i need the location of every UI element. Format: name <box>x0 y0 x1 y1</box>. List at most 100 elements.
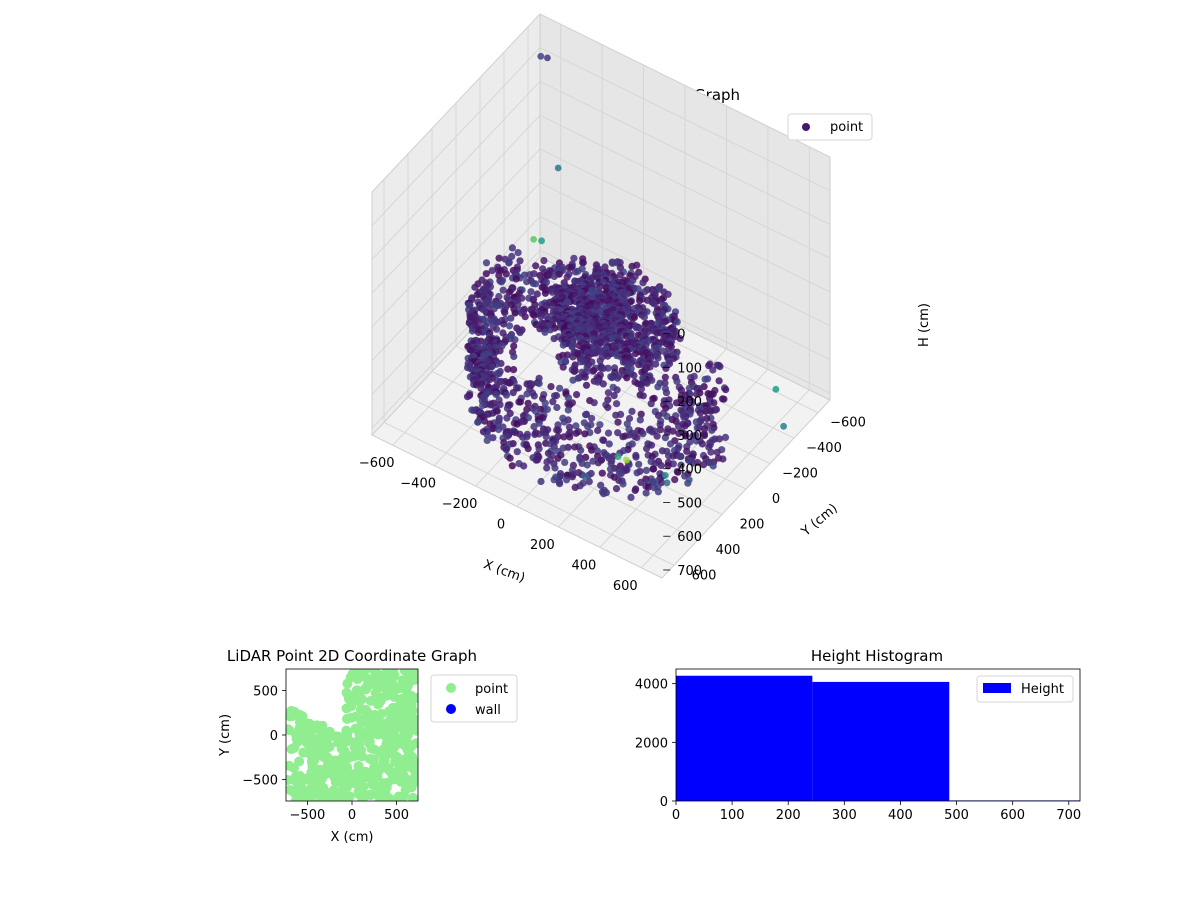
point-marker <box>510 342 518 350</box>
point-marker <box>657 461 665 470</box>
point-marker <box>693 424 701 432</box>
cloud-point <box>407 792 418 801</box>
point-marker <box>594 426 602 435</box>
point-marker <box>656 426 665 434</box>
point-marker <box>499 286 507 294</box>
point-marker <box>463 393 472 401</box>
point-marker <box>692 437 700 445</box>
x-tick-label: 200 <box>530 538 555 553</box>
point-marker <box>600 490 608 498</box>
point-marker <box>527 288 535 296</box>
point-marker <box>623 420 631 428</box>
point-marker <box>554 454 562 462</box>
point-marker <box>524 445 532 453</box>
x-tick-label: 600 <box>1000 808 1025 823</box>
cloud-point <box>402 719 413 730</box>
point-marker <box>605 440 613 448</box>
cloud-point <box>367 778 378 789</box>
y-tick-label: 0 <box>660 795 668 810</box>
point-marker <box>549 398 557 406</box>
histogram-bar <box>676 675 813 801</box>
point-marker <box>703 414 711 423</box>
point-marker <box>654 488 663 496</box>
chart-2d-ylabel: Y (cm) <box>218 714 233 757</box>
point-marker <box>568 343 576 351</box>
point-marker <box>600 436 608 444</box>
x-tick-label: 200 <box>776 808 801 823</box>
point-marker <box>564 394 573 402</box>
point-marker <box>559 444 567 452</box>
point-marker <box>541 289 550 297</box>
cloud-point <box>356 745 366 756</box>
point-marker <box>613 374 622 382</box>
point-marker <box>673 399 681 407</box>
cloud-point <box>298 747 309 758</box>
legend-point-marker <box>446 683 456 693</box>
point-marker <box>604 429 613 437</box>
point-marker <box>662 364 670 372</box>
point-marker <box>581 430 589 438</box>
grid-line-h <box>371 80 831 260</box>
cloud-point <box>379 723 390 734</box>
point-marker <box>572 422 580 430</box>
point-marker <box>570 254 578 262</box>
point-marker <box>551 464 559 472</box>
point-marker <box>516 257 524 265</box>
point-marker <box>581 373 589 381</box>
point-marker <box>537 313 545 321</box>
point-marker <box>530 311 538 319</box>
x-tick-label: 0 <box>348 808 356 823</box>
point-marker <box>709 462 717 470</box>
point-marker <box>654 411 663 420</box>
grid-line-x <box>640 146 810 569</box>
histogram-title: Height Histogram <box>811 647 943 665</box>
point-marker <box>708 426 716 434</box>
point-marker <box>577 358 585 366</box>
point-marker <box>579 259 587 267</box>
cloud-point <box>381 690 392 701</box>
point-marker <box>582 453 590 461</box>
outlier-point <box>614 453 622 461</box>
point-marker <box>550 272 558 281</box>
point-marker <box>582 411 590 419</box>
point-marker <box>533 290 541 298</box>
cloud-point <box>327 730 338 741</box>
cloud-point <box>410 776 418 787</box>
point-marker <box>612 411 620 419</box>
point-marker <box>596 421 604 429</box>
point-marker <box>669 427 677 435</box>
point-marker <box>664 462 672 470</box>
point-marker <box>543 458 551 466</box>
point-marker <box>506 379 514 387</box>
point-marker <box>596 357 604 365</box>
point-marker <box>677 461 685 469</box>
point-marker <box>502 391 511 399</box>
point-marker <box>571 443 579 451</box>
point-marker <box>639 430 647 438</box>
point-marker <box>505 322 514 330</box>
cloud-point <box>395 738 406 749</box>
point-marker <box>570 367 578 375</box>
point-marker <box>669 452 677 460</box>
outlier-point <box>663 479 671 487</box>
point-marker <box>604 352 612 360</box>
point-marker <box>666 440 675 448</box>
point-marker <box>633 433 641 442</box>
point-marker <box>543 405 552 414</box>
point-marker <box>504 365 512 373</box>
point-marker <box>508 252 516 260</box>
point-marker <box>685 384 693 392</box>
cloud-point <box>294 756 305 767</box>
grid-line-h <box>371 249 831 429</box>
cloud-point <box>387 679 398 690</box>
cloud-point <box>292 736 303 747</box>
point-marker <box>521 313 529 321</box>
h-tick-label: 600 <box>677 530 702 545</box>
point-marker <box>698 440 707 448</box>
point-marker <box>508 462 516 470</box>
point-marker <box>493 325 501 333</box>
point-marker <box>471 283 479 291</box>
point-marker <box>550 315 559 323</box>
chart-3d-legend: point <box>787 113 873 141</box>
cloud-point <box>294 709 305 720</box>
